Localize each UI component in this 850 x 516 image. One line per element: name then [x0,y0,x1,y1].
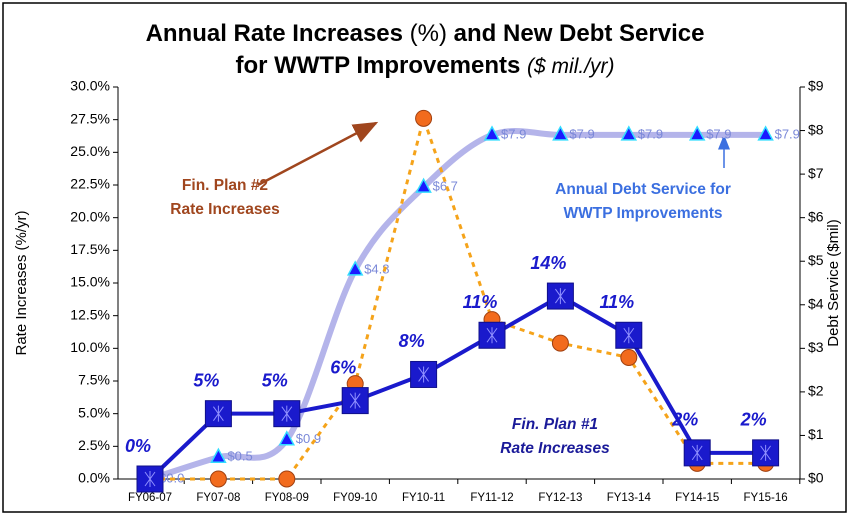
marker-cross [486,327,498,344]
marker [688,125,706,141]
data-label: $0.5 [227,449,252,464]
x-tick-label: FY12-13 [538,492,582,504]
y2-tick-label: $9 [808,78,824,94]
marker-cross [349,392,361,409]
marker [483,125,501,141]
title-part: and New Debt Service [454,20,705,47]
data-label: 0% [125,436,151,456]
x-tick-label: FY11-12 [470,492,513,504]
series-line [148,293,766,481]
data-label: 11% [599,292,634,312]
marker-cross [760,444,772,461]
data-label: $7.9 [638,126,663,141]
y-tick-label: 10.0% [70,339,110,355]
data-label: $0.9 [296,431,321,446]
data-label: $7.9 [501,126,526,141]
data-label: 2% [671,410,698,430]
plot: 0.0% 2.5% 5.0% 7.5% 10.0% 12.5% 15.0% 17.5% 20.0… [70,78,823,504]
y-tick-label: 2.5% [78,437,110,453]
series-line [149,128,766,482]
marker [346,260,364,276]
y-tick-label: 20.0% [70,208,110,224]
marker [551,334,569,352]
chart-title: Annual Rate Increases (%) and New Debt S… [146,20,705,47]
x-tick-label: FY07-08 [196,492,240,504]
y2-tick-label: $7 [808,165,824,181]
data-label: 2% [740,410,767,430]
marker-cross [212,405,224,422]
data-label: 5% [193,370,219,390]
marker-cross [691,444,703,461]
annotation: WWTP Improvements [563,205,722,222]
series-line [150,113,766,481]
annotation: Fin. Plan #1 [512,416,598,433]
y-tick-label: 5.0% [78,404,110,420]
x-tick-label: FY15-16 [744,492,788,504]
marker-cross [144,471,156,487]
annotation: Annual Debt Service for [555,181,731,198]
y-tick-label: 12.5% [70,306,110,322]
x-tick-label: FY09-10 [333,492,377,504]
y-tick-label: 22.5% [70,176,110,192]
marker [209,470,227,488]
marker [415,109,433,127]
marker [210,447,227,463]
marker-cross [281,405,293,422]
title-part: (%) [410,20,447,47]
marker [552,125,569,141]
y2-tick-label: $3 [808,339,824,355]
y-tick-label: 17.5% [70,241,110,257]
chart-title: for WWTP Improvements ($ mil./yr) [235,52,614,79]
y2-tick-label: $8 [808,121,824,137]
y2-axis-label: Debt Service ($mil) [825,219,842,347]
data-label: 5% [262,370,288,390]
y2-tick-label: $6 [808,208,824,224]
y-tick-label: 15.0% [70,274,110,290]
y2-tick-label: $2 [808,383,824,399]
y2-tick-label: $1 [808,426,824,442]
data-label: $7.9 [775,126,800,141]
marker [278,470,296,488]
data-label: 6% [330,357,356,377]
y-tick-label: 0.0% [78,470,110,486]
x-tick-label: FY14-15 [675,492,719,504]
x-tick-label: FY13-14 [607,492,652,504]
data-label: $7.9 [706,126,731,141]
marker [415,177,432,193]
data-label: $6.7 [433,179,458,194]
x-tick-label: FY06-07 [128,492,172,504]
marker [620,125,638,141]
marker-cross [554,288,566,305]
y2-tick-label: $5 [808,252,824,268]
y-axis-label: Rate Increases (%/yr) [13,210,30,355]
y-tick-label: 25.0% [70,143,110,159]
marker [757,125,774,141]
title-part: for WWTP Improvements [235,52,520,79]
y-tick-label: 27.5% [70,110,110,126]
data-label: $7.9 [569,126,594,141]
y-tick-label: 30.0% [70,78,110,94]
data-label: $4.8 [364,261,389,276]
x-tick-label: FY10-11 [402,492,445,504]
y2-tick-label: $0 [808,470,824,486]
marker-cross [418,366,430,383]
y-tick-label: 7.5% [78,372,110,388]
marker [620,348,638,366]
x-tick-label: FY08-09 [265,492,309,504]
title-part: ($ mil./yr) [527,55,615,78]
data-label: 14% [530,253,566,273]
y2-tick-label: $4 [808,295,824,311]
data-label: 8% [399,331,425,351]
marker-cross [623,327,635,344]
annotation: Rate Increases [170,201,279,218]
annotation: Rate Increases [500,440,610,457]
title-part: Annual Rate Increases [146,20,403,47]
marker [278,430,296,446]
annotation: Fin. Plan #2 [182,177,268,194]
arrow [257,121,379,187]
data-label: 11% [463,292,498,312]
